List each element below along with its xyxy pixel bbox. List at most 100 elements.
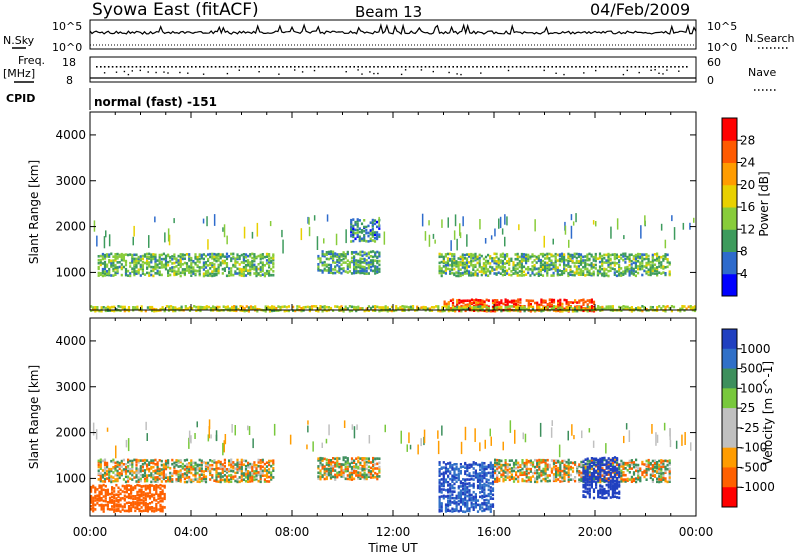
echo-cell [641,257,644,260]
echo-cell [497,271,500,274]
echo-cell [445,305,448,309]
freq-dot [107,66,110,68]
echo-streak [534,219,536,232]
echo-cell [113,501,116,505]
echo-cell [626,461,629,465]
freq-dot [496,66,498,68]
echo-cell [449,272,452,275]
echo-cell [582,259,585,262]
freq-dot [96,66,98,68]
echo-cell [221,475,224,478]
echo-cell [215,255,218,259]
echo-cell [115,493,118,496]
echo-cell [329,476,333,479]
echo-cell [444,263,447,267]
echo-cell [139,459,142,462]
y-tick-label: 4000 [55,128,86,142]
echo-cell [525,473,528,477]
echo-cell [355,250,358,254]
echo-cell [155,489,158,492]
echo-cell [363,463,366,466]
echo-cell [219,460,222,464]
echo-cell [120,473,123,477]
freq-dot [381,66,383,68]
echo-cell [442,476,445,479]
echo-cell [584,307,587,310]
echo-cell [104,497,107,500]
echo-cell [597,307,600,310]
echo-cell [164,459,168,463]
echo-cell [641,471,644,474]
echo-cell [464,484,467,488]
echo-cell [198,475,201,478]
echo-cell [94,486,97,490]
echo-cell [483,508,486,511]
echo-cell [207,264,210,267]
echo-cell [99,458,102,462]
echo-cell [329,467,333,470]
echo-cell [287,309,290,313]
echo-cell [234,261,237,265]
echo-cell [451,265,454,268]
echo-cell [639,255,642,259]
echo-cell [285,305,288,309]
echo-cell [196,255,199,259]
echo-cell [510,467,513,470]
echo-cell [323,477,326,481]
echo-cell [376,477,379,481]
echo-cell [122,470,125,473]
echo-cell [592,273,595,277]
echo-cell [561,478,564,482]
echo-cell [516,263,519,267]
echo-cell [200,253,203,257]
echo-cell [586,307,589,310]
echo-cell [478,253,481,257]
echo-cell [251,465,254,468]
echo-cell [130,504,133,507]
echo-cell [620,462,623,466]
echo-cell [135,464,138,467]
echo-cell [590,273,593,277]
echo-cell [194,469,197,472]
echo-cell [117,493,120,497]
echo-cell [273,309,276,312]
echo-cell [251,463,254,466]
echo-cell [230,469,233,473]
echo-cell [641,473,644,477]
echo-cell [116,472,119,475]
nave-dot [238,69,240,71]
echo-cell [180,307,183,310]
freq-dot [345,66,348,68]
echo-cell [164,465,168,468]
echo-cell [241,309,244,312]
echo-cell [611,309,614,312]
echo-cell [158,270,161,273]
echo-cell [495,262,498,265]
echo-cell [668,263,671,266]
echo-cell [550,253,553,256]
echo-cell [620,471,623,475]
echo-cell [574,463,577,466]
echo-cell [541,268,545,271]
echo-streak [428,234,431,247]
echo-cell [369,255,373,258]
echo-cell [517,298,520,301]
echo-cell [163,309,166,313]
echo-cell [106,265,109,268]
echo-cell [473,299,476,302]
echo-cell [653,470,657,473]
echo-cell [317,465,320,468]
echo-cell [338,266,341,270]
echo-cell [175,260,178,264]
echo-cell [156,461,159,464]
echo-cell [200,477,203,480]
echo-cell [554,255,557,259]
echo-cell [268,459,271,463]
echo-streak [689,222,691,230]
echo-cell [637,267,640,271]
echo-cell [217,254,220,258]
echo-streak [543,235,545,248]
echo-cell [143,273,147,276]
echo-cell [119,510,122,513]
echo-cell [139,473,142,477]
